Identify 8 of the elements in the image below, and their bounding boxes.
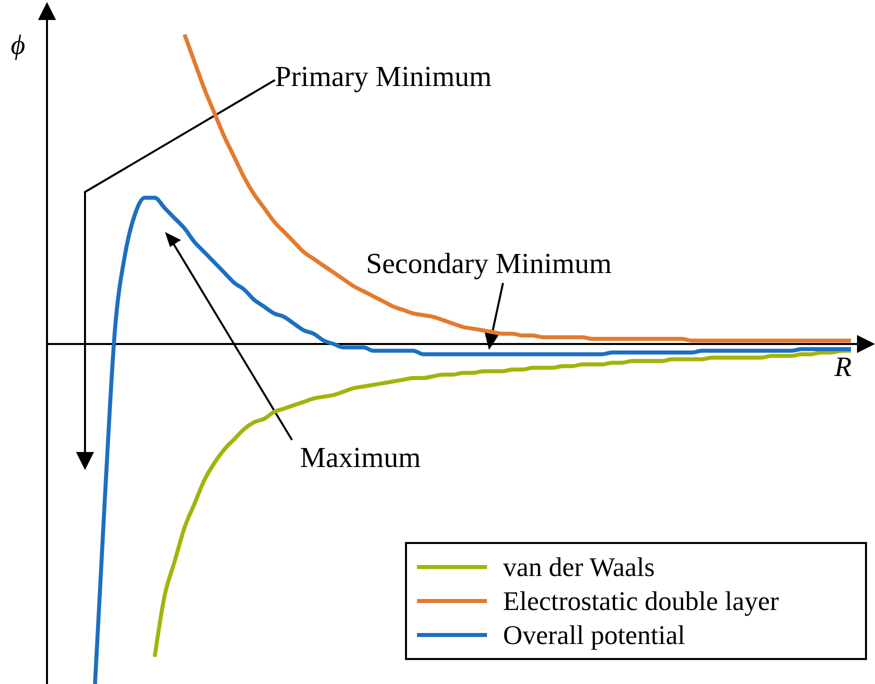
annotation: Primary Minimum	[275, 61, 492, 93]
x-axis-title: R	[833, 352, 852, 383]
y-axis-title: ϕ	[10, 30, 26, 61]
annotation: Secondary Minimum	[366, 248, 612, 280]
legend-label: Overall potential	[503, 620, 686, 650]
annotation: Maximum	[300, 442, 422, 474]
legend-label: Electrostatic double layer	[503, 586, 779, 616]
legend-label: van der Waals	[503, 552, 655, 582]
